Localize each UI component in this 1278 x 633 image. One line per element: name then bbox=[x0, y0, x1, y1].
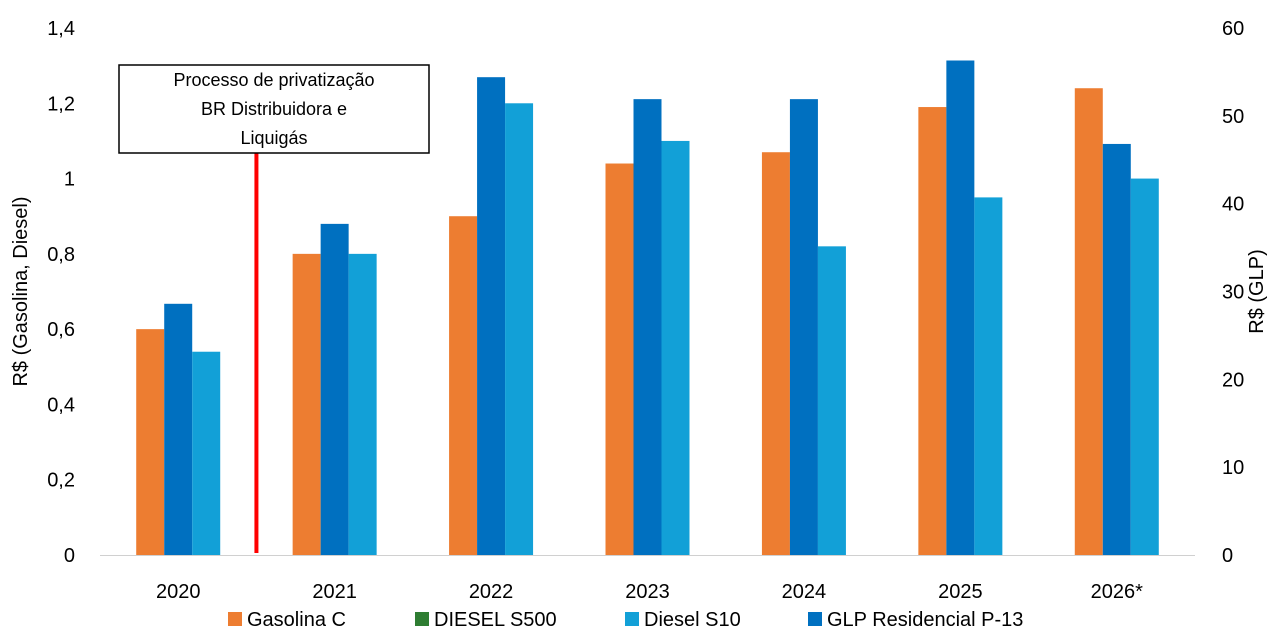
y-left-tick-label: 0,6 bbox=[47, 319, 75, 341]
bar-glp-residencial-p-13-2023 bbox=[633, 99, 662, 556]
bar-diesel-s10-2020 bbox=[192, 351, 221, 555]
bar-glp-residencial-p-13-2022 bbox=[477, 77, 506, 555]
x-tick-label: 2023 bbox=[625, 581, 670, 603]
y-axis-left-title: R$ (Gasolina, Diesel) bbox=[10, 196, 32, 386]
y-right-tick-label: 20 bbox=[1222, 369, 1244, 391]
y-left-tick-label: 0 bbox=[64, 545, 75, 567]
bar-diesel-s10-2026 bbox=[1130, 178, 1159, 556]
legend: Gasolina C DIESEL S500 Diesel S10 GLP Resid… bbox=[228, 609, 1023, 631]
x-axis-ticks: 2020 2021 2022 2023 2024 2025 2026* bbox=[156, 581, 1143, 603]
legend-swatch-glp-residencial-p-13 bbox=[808, 612, 822, 626]
y-left-tick-label: 1,4 bbox=[47, 18, 75, 40]
x-tick-label: 2022 bbox=[469, 581, 514, 603]
annotation-line-1: Processo de privatização bbox=[173, 70, 374, 90]
legend-label-gasolina-c: Gasolina C bbox=[247, 609, 346, 631]
y-right-tick-label: 40 bbox=[1222, 194, 1244, 216]
annotation-box: Processo de privatização BR Distribuidor… bbox=[118, 64, 430, 154]
y-right-tick-label: 50 bbox=[1222, 106, 1244, 128]
bar-diesel-s10-2022 bbox=[505, 103, 534, 556]
y-right-tick-label: 30 bbox=[1222, 282, 1244, 304]
y-right-tick-label: 10 bbox=[1222, 457, 1244, 479]
right-axis-ticks: 0 10 20 30 40 50 60 bbox=[1222, 18, 1244, 567]
bar-gasolina-c-2025 bbox=[918, 107, 947, 556]
legend-label-diesel-s10: Diesel S10 bbox=[644, 609, 741, 631]
legend-swatch-diesel-s10 bbox=[625, 612, 639, 626]
annotation-line-3: Liquigás bbox=[240, 128, 307, 148]
y-left-tick-label: 1 bbox=[64, 169, 75, 191]
y-left-tick-label: 0,4 bbox=[47, 394, 75, 416]
x-tick-label: 2020 bbox=[156, 581, 201, 603]
legend-label-diesel-s500: DIESEL S500 bbox=[434, 609, 557, 631]
x-tick-label: 2025 bbox=[938, 581, 983, 603]
x-tick-label: 2021 bbox=[312, 581, 357, 603]
x-tick-label: 2026* bbox=[1091, 581, 1143, 603]
y-left-tick-label: 1,2 bbox=[47, 93, 75, 115]
legend-swatch-diesel-s500 bbox=[415, 612, 429, 626]
y-right-tick-label: 0 bbox=[1222, 545, 1233, 567]
y-left-tick-label: 0,8 bbox=[47, 244, 75, 266]
bar-diesel-s10-2024 bbox=[817, 246, 846, 556]
bar-glp-residencial-p-13-2026 bbox=[1102, 143, 1131, 555]
y-left-tick-label: 0,2 bbox=[47, 470, 75, 492]
bar-diesel-s10-2023 bbox=[661, 140, 690, 555]
left-axis-ticks: 0 0,2 0,4 0,6 0,8 1 1,2 1,4 bbox=[47, 18, 75, 567]
y-axis-right-title: R$ (GLP) bbox=[1246, 249, 1268, 333]
bar-gasolina-c-2026 bbox=[1074, 88, 1103, 555]
y-right-tick-label: 60 bbox=[1222, 18, 1244, 40]
bar-gasolina-c-2023 bbox=[605, 163, 634, 555]
bar-gasolina-c-2022 bbox=[449, 216, 478, 555]
bar-gasolina-c-2020 bbox=[136, 329, 165, 555]
legend-label-glp-residencial-p-13: GLP Residencial P-13 bbox=[827, 609, 1023, 631]
bar-gasolina-c-2021 bbox=[292, 253, 321, 555]
bar-glp-residencial-p-13-2025 bbox=[946, 60, 975, 556]
bars-group bbox=[136, 60, 1159, 556]
bar-glp-residencial-p-13-2024 bbox=[789, 99, 818, 556]
bar-glp-residencial-p-13-2020 bbox=[164, 303, 193, 555]
bar-glp-residencial-p-13-2021 bbox=[320, 223, 349, 555]
annotation-line-2: BR Distribuidora e bbox=[201, 99, 347, 119]
annotation-box-border bbox=[118, 64, 430, 154]
bar-diesel-s10-2021 bbox=[348, 253, 377, 555]
legend-swatch-gasolina-c bbox=[228, 612, 242, 626]
x-tick-label: 2024 bbox=[782, 581, 827, 603]
bar-diesel-s10-2025 bbox=[974, 197, 1003, 555]
bar-gasolina-c-2024 bbox=[761, 152, 790, 555]
